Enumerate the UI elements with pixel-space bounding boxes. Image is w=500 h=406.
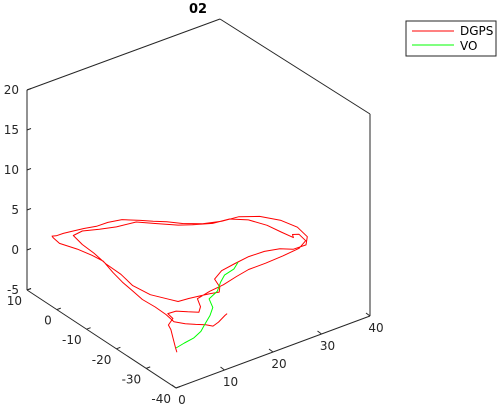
x-tick-mark [171, 384, 177, 389]
x-tick-mark [317, 330, 322, 335]
z-tick-label: 20 [4, 83, 19, 97]
z-tick-label: 5 [11, 203, 19, 217]
legend: DGPS VO [405, 20, 497, 57]
z-tick-label: 10 [4, 163, 19, 177]
z-tick-mark [26, 88, 32, 91]
z-tick-mark [26, 288, 32, 291]
y-tick-label: 0 [44, 314, 52, 328]
y-tick-mark [86, 327, 91, 330]
x-tick-label: 0 [178, 393, 186, 406]
x-tick-mark [365, 312, 371, 317]
y-tick-label: 10 [7, 294, 22, 308]
y-tick-mark [146, 366, 151, 369]
y-tick-label: -20 [92, 353, 112, 367]
y-tick-mark [116, 346, 121, 350]
legend-label-dgps: DGPS [460, 24, 493, 38]
x-tick-label: 20 [271, 357, 286, 371]
z-tick-mark [26, 168, 32, 171]
series-line-dgps [51, 215, 308, 353]
legend-label-vo: VO [460, 39, 477, 53]
series-line-vo [175, 261, 239, 349]
x-tick-mark [268, 348, 274, 353]
series-layer [51, 215, 308, 353]
legend-box [405, 20, 497, 57]
back-top-right-edge [219, 18, 371, 115]
z-tick-label: 0 [11, 243, 19, 257]
z-tick-mark [26, 208, 32, 211]
x-tick-label: 10 [223, 375, 238, 389]
back-top-left-edge [26, 18, 221, 91]
x-tick-mark [220, 366, 225, 371]
y-tick-label: -30 [122, 372, 142, 386]
y-tick-label: -40 [151, 392, 171, 406]
z-tick-mark [26, 248, 32, 251]
y-axis-line [26, 289, 177, 389]
y-tick-mark [175, 386, 181, 389]
y-tick-mark [56, 307, 61, 311]
z-tick-label: 15 [4, 123, 19, 137]
y-tick-label: -10 [62, 333, 82, 347]
x-tick-label: 40 [368, 321, 383, 335]
chart-title: 02 [189, 2, 207, 17]
z-tick-label: -5 [7, 283, 19, 297]
x-tick-label: 30 [320, 339, 335, 353]
z-tick-mark [26, 128, 32, 131]
